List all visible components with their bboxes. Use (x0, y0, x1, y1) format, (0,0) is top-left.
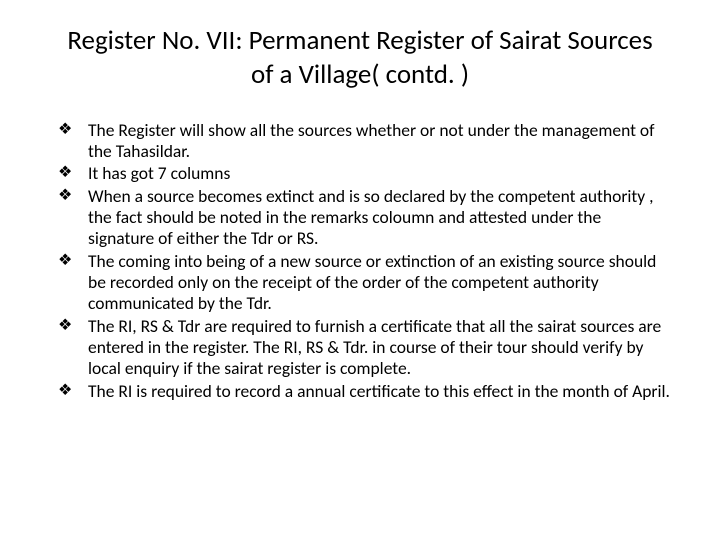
bullet-list: The Register will show all the sources w… (50, 120, 670, 402)
page-title: Register No. VII: Permanent Register of … (50, 24, 670, 92)
list-item: The coming into being of a new source or… (58, 251, 670, 315)
list-item: The RI, RS & Tdr are required to furnish… (58, 316, 670, 380)
list-item: The RI is required to record a annual ce… (58, 381, 670, 402)
list-item: When a source becomes extinct and is so … (58, 186, 670, 250)
list-item: It has got 7 columns (58, 163, 670, 184)
list-item: The Register will show all the sources w… (58, 120, 670, 163)
slide: Register No. VII: Permanent Register of … (0, 0, 720, 540)
